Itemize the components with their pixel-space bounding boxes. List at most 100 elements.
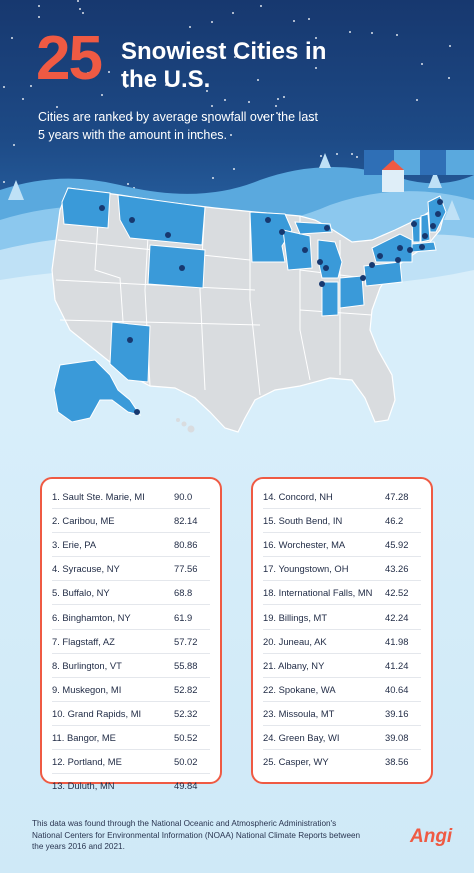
table-row: 10. Grand Rapids, MI 52.32 [52,702,210,726]
snowflake [165,84,167,86]
table-row: 12. Portland, ME 50.02 [52,750,210,775]
snowfall-value: 45.92 [385,539,409,551]
snowflake [211,105,213,107]
snowfall-value: 43.26 [385,563,409,575]
snowflake [124,56,126,58]
table-row: 18. International Falls, MN 42.52 [263,581,421,606]
city-name: 14. Concord, NH [263,491,333,503]
snowflake [224,99,226,101]
snowflake [311,119,313,121]
snowflake [63,53,65,55]
city-dot-grand-rapids [323,265,329,271]
table-row: 24. Green Bay, WI 39.08 [263,726,421,751]
snowfall-value: 57.72 [174,635,198,647]
snowflake [11,37,13,39]
snowflake [233,168,235,170]
snowflake [56,106,58,108]
snowflake [315,37,317,39]
city-name: 20. Juneau, AK [263,635,327,647]
snowflake [101,94,103,96]
snowflake [448,77,450,79]
snowflake [349,31,351,33]
snowflake [230,134,232,136]
snowflake [152,85,154,87]
city-name: 17. Youngstown, OH [263,563,349,575]
snowflake [189,26,191,28]
table-row: 5. Buffalo, NY 68.8 [52,581,210,606]
city-name: 5. Buffalo, NY [52,587,110,599]
city-dot-flagstaff [127,337,133,343]
snowflake [131,117,133,119]
snowflake [276,112,278,114]
city-name: 24. Green Bay, WI [263,731,340,743]
snowfall-value: 38.56 [385,756,409,768]
state-washington [61,187,111,229]
brand-logo: Angi [410,826,453,847]
snowflake [38,5,40,7]
table-row: 2. Caribou, ME 82.14 [52,509,210,534]
city-dot-worcester [419,244,425,250]
city-name: 12. Portland, ME [52,756,122,768]
table-row: 21. Albany, NY 41.24 [263,654,421,678]
snowflake [205,118,207,120]
state-hawaii [176,418,195,433]
city-dot-juneau [134,409,140,415]
snowflake [257,79,259,81]
snowflake [79,8,81,10]
city-name: 7. Flagstaff, AZ [52,635,115,647]
snowflake [248,101,250,103]
city-dot-green-bay [302,247,308,253]
table-row: 13. Duluth, MN 49.84 [52,774,210,797]
city-markers [99,199,443,415]
state-ohio [339,275,365,309]
city-name: 6. Binghamton, NY [52,611,131,623]
snowflake [416,99,418,101]
state-indiana [321,281,339,317]
table-row: 1. Sault Ste. Marie, MI 90.0 [52,485,210,510]
city-name: 23. Missoula, MT [263,707,335,719]
snowflake [234,56,236,58]
city-name: 16. Worchester, MA [263,539,346,551]
snowflake [206,90,208,92]
city-dot-billings [165,232,171,238]
snowflake [260,5,262,7]
table-row: 23. Missoula, MT 39.16 [263,702,421,726]
snowflake [127,183,129,185]
snowflake [108,71,110,73]
snowflake [351,153,353,155]
table-row: 6. Binghamton, NY 61.9 [52,605,210,630]
snowfall-value: 39.16 [385,707,409,719]
table-row: 20. Juneau, AK 41.98 [263,630,421,654]
snowflake [320,155,322,157]
snowflake [449,45,451,47]
city-dot-concord [422,233,428,239]
snowfall-value: 50.52 [174,731,198,743]
snowflake [263,116,265,118]
table-row: 11. Bangor, ME 50.52 [52,726,210,751]
snowfall-value: 46.2 [385,515,404,527]
state-wyoming [147,244,206,289]
title-number: 25 [36,24,103,93]
city-name: 8. Burlington, VT [52,659,122,671]
snowflake [293,20,295,22]
city-dot-erie [369,262,375,268]
city-dot-spokane [99,205,105,211]
city-dot-burlington [411,221,417,227]
snowflake [396,34,398,36]
table-row: 19. Billings, MT 42.24 [263,605,421,630]
city-name: 10. Grand Rapids, MI [52,707,142,719]
snowfall-value: 55.88 [174,659,198,671]
snowfall-value: 41.98 [385,635,409,647]
table-row: 3. Erie, PA 80.86 [52,533,210,558]
city-name: 19. Billings, MT [263,611,328,623]
snowflake [315,67,317,69]
state-michigan-up [294,221,333,235]
table-row: 17. Youngstown, OH 43.26 [263,557,421,582]
city-name: 4. Syracuse, NY [52,563,120,575]
table-row: 7. Flagstaff, AZ 57.72 [52,630,210,654]
snowflake [197,132,199,134]
us-map [51,187,447,433]
city-name: 18. International Falls, MN [263,587,373,599]
snowflake [308,18,310,20]
snowflake [13,144,15,146]
